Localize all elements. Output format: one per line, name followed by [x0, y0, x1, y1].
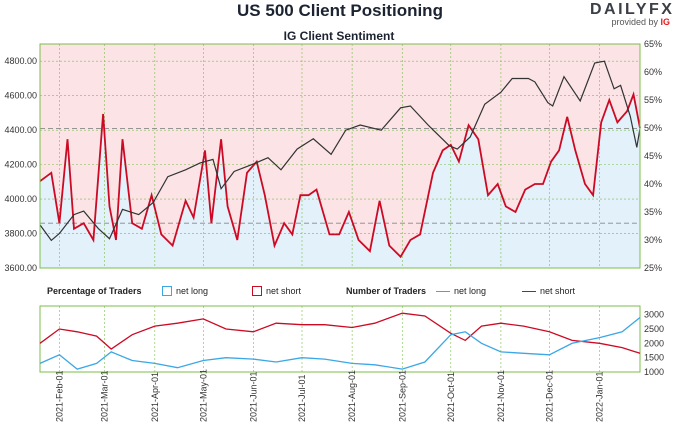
long-area: [40, 94, 640, 269]
price-tick-label: 4600.00: [4, 91, 37, 101]
top-plot-frame: [39, 43, 641, 269]
pct-tick-label: 35%: [644, 207, 662, 217]
bottom-plot-frame: [39, 305, 641, 373]
x-tick-label: 2021-Sep-01: [397, 370, 407, 422]
x-tick-label: 2021-Feb-01: [54, 370, 64, 422]
legend-num-title-text: Number of Traders: [346, 286, 427, 296]
price-tick-label: 4800.00: [4, 56, 37, 66]
num-short-line: [39, 312, 641, 354]
legend-net-long[interactable]: net long: [162, 284, 208, 298]
legend-num-long-text: net long: [454, 286, 487, 296]
x-tick-label: 2021-Jun-01: [248, 371, 258, 422]
dailyfx-logo: DAILYFX provided by IG: [590, 1, 680, 27]
logo-wordmark: DAILYFX: [590, 1, 675, 18]
chart-subtitle: IG Client Sentiment: [283, 29, 395, 43]
x-tick-label: 2021-Aug-01: [347, 370, 357, 422]
logo-provided-by: provided by IG: [590, 17, 670, 27]
pct-tick-label: 25%: [644, 263, 662, 273]
pct-tick-label: 65%: [644, 39, 662, 49]
pct-tick-label: 45%: [644, 151, 662, 161]
legend-num-short-text: net short: [540, 286, 576, 296]
x-tick-label: 2021-Mar-01: [100, 370, 110, 422]
price-tick-label: 4000.00: [4, 194, 37, 204]
num-tick-label: 2500: [644, 324, 664, 334]
num-tick-label: 3000: [644, 310, 664, 320]
num-tick-label: 2000: [644, 338, 664, 348]
legend-pct-title: Percentage of Traders: [47, 284, 142, 298]
legend-num-short[interactable]: net short: [522, 284, 575, 298]
net-long-swatch: [162, 285, 172, 296]
pct-tick-label: 60%: [644, 67, 662, 77]
price-tick-label: 4200.00: [4, 160, 37, 170]
legend-net-short[interactable]: net short: [252, 284, 301, 298]
pct-tick-label: 55%: [644, 95, 662, 105]
price-tick-label: 3600.00: [4, 263, 37, 273]
x-tick-label: 2021-Oct-01: [446, 372, 456, 422]
x-tick-label: 2021-Apr-01: [150, 372, 160, 422]
price-line: [39, 60, 641, 242]
logo-provided-text: provided by: [611, 17, 658, 27]
num-long-swatch: [436, 291, 450, 293]
x-tick-label: 2022-Jan-01: [595, 371, 605, 422]
price-tick-label: 3800.00: [4, 229, 37, 239]
x-tick-label: 2021-Jul-01: [297, 374, 307, 422]
legend-net-short-text: net short: [266, 286, 302, 296]
num-long-line: [39, 316, 641, 370]
net-short-pct-line: [39, 91, 641, 259]
x-tick-label: 2021-Nov-01: [496, 370, 506, 422]
x-tick-label: 2021-Dec-01: [544, 370, 554, 422]
logo-ig: IG: [660, 17, 670, 27]
chart-title: US 500 Client Positioning: [237, 1, 443, 20]
legend-num-title: Number of Traders: [346, 284, 426, 298]
pct-tick-label: 40%: [644, 179, 662, 189]
pct-tick-label: 30%: [644, 235, 662, 245]
num-short-swatch: [522, 291, 536, 293]
x-tick-label: 2021-May-01: [198, 369, 208, 422]
legend-net-long-text: net long: [176, 286, 209, 296]
legend-num-long[interactable]: net long: [436, 284, 486, 298]
legend-pct-title-text: Percentage of Traders: [47, 286, 142, 296]
pct-tick-label: 50%: [644, 123, 662, 133]
num-tick-label: 1000: [644, 367, 664, 377]
net-short-swatch: [252, 285, 262, 296]
num-tick-label: 1500: [644, 353, 664, 363]
price-tick-label: 4400.00: [4, 125, 37, 135]
